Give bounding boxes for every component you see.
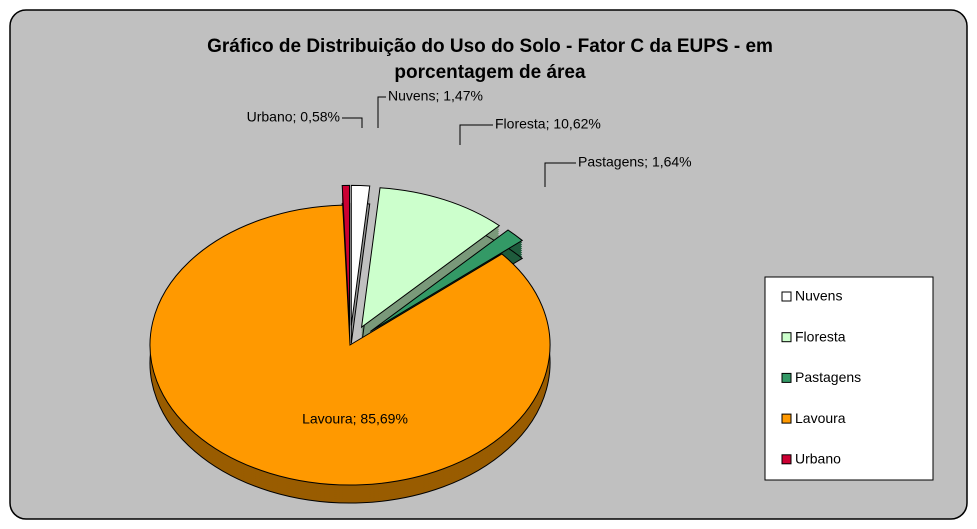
- data-label: Urbano; 0,58%: [247, 109, 340, 125]
- pie-tops: [149, 184, 551, 486]
- leader-line: [377, 96, 386, 128]
- slice: [360, 187, 501, 329]
- leader-line: [544, 162, 576, 187]
- slice: [350, 184, 371, 326]
- legend-label: Pastagens: [795, 369, 861, 385]
- legend-swatch: [781, 372, 792, 383]
- legend: Nuvens Floresta Pastagens Lavoura Urbano: [781, 288, 861, 467]
- legend-box: [764, 276, 934, 481]
- legend-label: Urbano: [795, 451, 841, 467]
- chart-title: Gráfico de Distribuição do Uso do Solo -…: [207, 36, 773, 83]
- slice: [149, 204, 551, 486]
- data-label: Floresta; 10,62%: [495, 116, 601, 132]
- data-label: Pastagens; 1,64%: [578, 154, 692, 170]
- legend-label: Lavoura: [795, 410, 846, 426]
- leader-line: [342, 117, 363, 128]
- data-label: Lavoura; 85,69%: [302, 411, 408, 427]
- leader-line: [459, 124, 493, 145]
- legend-swatch: [781, 291, 792, 302]
- slice: [341, 184, 350, 326]
- legend-label: Floresta: [795, 328, 846, 344]
- pie-labels: Nuvens; 1,47% Floresta; 10,62% Pastagens; …: [247, 88, 692, 427]
- legend-swatch: [781, 413, 792, 424]
- legend-swatch: [781, 332, 792, 343]
- legend-label: Nuvens: [795, 288, 842, 304]
- legend-swatch: [781, 454, 792, 465]
- data-label: Nuvens; 1,47%: [388, 88, 483, 104]
- slice: [370, 229, 524, 332]
